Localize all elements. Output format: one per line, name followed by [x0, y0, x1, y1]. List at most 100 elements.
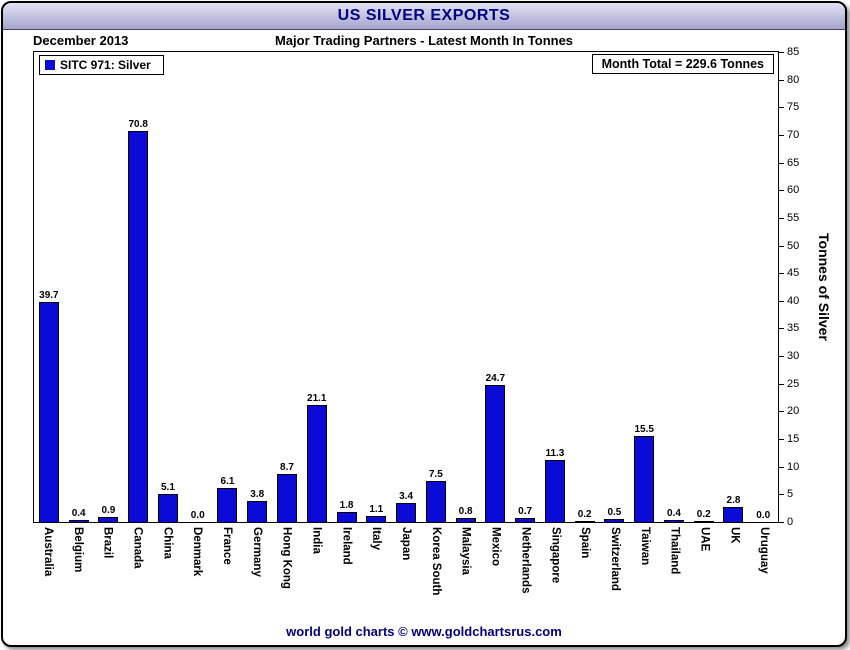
- bar-column: 0.8: [451, 52, 481, 522]
- y-tick-mark: [779, 107, 784, 108]
- x-label-cell: Hong Kong: [272, 523, 302, 625]
- bar-column: 1.1: [361, 52, 391, 522]
- bar-column: 21.1: [302, 52, 332, 522]
- bar-column: 0.2: [570, 52, 600, 522]
- bar-value-label: 0.0: [190, 510, 205, 521]
- y-tick-label: 45: [787, 267, 800, 279]
- y-tick-label: 40: [787, 295, 800, 307]
- y-tick-mark: [779, 246, 784, 247]
- x-label-cell: Belgium: [63, 523, 93, 625]
- legend-label: SITC 971: Silver: [60, 58, 151, 72]
- x-tick-label: Brazil: [101, 527, 114, 559]
- x-tick-label: Taiwan: [638, 527, 651, 566]
- y-tick-label: 35: [787, 322, 800, 334]
- bar-value-label: 24.7: [485, 373, 506, 385]
- x-tick-label: China: [161, 527, 174, 559]
- bar-column: 2.8: [719, 52, 749, 522]
- y-tick-mark: [779, 411, 784, 412]
- bar-value-label: 5.1: [160, 481, 175, 493]
- y-axis: 0 5 10 15 20 25 30 35 40 45 50 55 60 65 70 75 80 85: [779, 46, 817, 528]
- x-tick-label: Germany: [250, 527, 263, 577]
- y-tick-mark: [779, 328, 784, 329]
- x-tick-label: Korea South: [429, 527, 442, 596]
- date-label: December 2013: [33, 33, 129, 48]
- bars: 39.7 0.4 0.9 70.8 5.1 0.0 6.1 3.8 8.7 21.1 1.8 1.1 3…: [34, 52, 778, 522]
- x-label-cell: India: [302, 523, 332, 625]
- x-label-cell: Australia: [33, 523, 63, 625]
- x-label-cell: Mexico: [481, 523, 511, 625]
- x-tick-label: Switzerland: [608, 527, 621, 591]
- y-tick-label: 75: [787, 101, 800, 113]
- bar: [515, 518, 536, 522]
- bar-value-label: 7.5: [428, 468, 443, 480]
- y-tick-mark: [779, 522, 784, 523]
- x-label-cell: Switzerland: [600, 523, 630, 625]
- bar: [336, 512, 357, 522]
- bar: [485, 385, 506, 522]
- x-label-cell: Denmark: [182, 523, 212, 625]
- bar-value-label: 6.1: [220, 476, 235, 488]
- bar-column: 8.7: [272, 52, 302, 522]
- x-tick-label: UK: [728, 527, 741, 544]
- x-tick-label: Ireland: [340, 527, 353, 565]
- bar-column: 0.7: [510, 52, 540, 522]
- x-label-cell: Singapore: [540, 523, 570, 625]
- x-tick-label: France: [220, 527, 233, 565]
- x-tick-label: Thailand: [668, 527, 681, 575]
- bar-column: 0.4: [659, 52, 689, 522]
- bar-column: 39.7: [34, 52, 64, 522]
- y-tick-mark: [779, 301, 784, 302]
- x-label-cell: UK: [719, 523, 749, 625]
- bar-value-label: 39.7: [39, 290, 59, 302]
- y-tick-label: 80: [787, 74, 800, 86]
- bar: [396, 503, 417, 522]
- bar: [38, 302, 59, 522]
- x-tick-label: Singapore: [549, 527, 562, 584]
- bar-column: 6.1: [213, 52, 243, 522]
- y-tick-mark: [779, 190, 784, 191]
- bar-value-label: 0.4: [667, 507, 681, 519]
- y-tick-mark: [779, 384, 784, 385]
- x-tick-label: Spain: [579, 527, 592, 559]
- bar: [277, 473, 297, 522]
- bar: [574, 520, 595, 522]
- bar-column: 11.3: [540, 52, 570, 522]
- y-tick-label: 55: [787, 212, 800, 224]
- x-tick-label: Japan: [400, 527, 413, 561]
- legend-swatch: [45, 60, 55, 70]
- bar-value-label: 0.2: [696, 508, 711, 520]
- month-total-box: Month Total = 229.6 Tonnes: [591, 54, 774, 74]
- y-tick-label: 5: [787, 488, 794, 500]
- x-label-cell: Canada: [123, 523, 153, 625]
- x-label-cell: Germany: [242, 523, 272, 625]
- bar: [366, 515, 387, 522]
- x-tick-label: UAE: [698, 527, 711, 552]
- y-tick-mark: [779, 218, 784, 219]
- bar: [723, 506, 744, 522]
- bar-value-label: 8.7: [280, 461, 294, 473]
- y-tick-label: 0: [787, 516, 794, 528]
- y-tick-label: 15: [787, 433, 800, 445]
- bar: [634, 436, 655, 522]
- y-axis-title: Tonnes of Silver: [816, 233, 832, 341]
- footer-credit: world gold charts © www.goldchartsrus.co…: [286, 624, 562, 639]
- x-tick-label: Canada: [131, 527, 144, 569]
- y-tick-label: 20: [787, 405, 800, 417]
- x-label-cell: Taiwan: [630, 523, 660, 625]
- legend: SITC 971: Silver: [39, 55, 164, 75]
- bar-column: 0.0: [748, 52, 778, 522]
- bar: [544, 459, 565, 522]
- bar-value-label: 2.8: [726, 494, 741, 506]
- x-label-cell: Spain: [570, 523, 600, 625]
- x-label-cell: Netherlands: [511, 523, 541, 625]
- bar-value-label: 0.8: [458, 505, 473, 517]
- bar-value-label: 3.4: [399, 491, 414, 503]
- y-tick-mark: [779, 356, 784, 357]
- bar-column: 0.5: [600, 52, 630, 522]
- x-label-cell: Japan: [391, 523, 421, 625]
- y-tick-label: 70: [787, 129, 800, 141]
- x-tick-label: India: [310, 527, 323, 554]
- header-bar: US SILVER EXPORTS: [3, 3, 845, 30]
- bar: [663, 519, 684, 522]
